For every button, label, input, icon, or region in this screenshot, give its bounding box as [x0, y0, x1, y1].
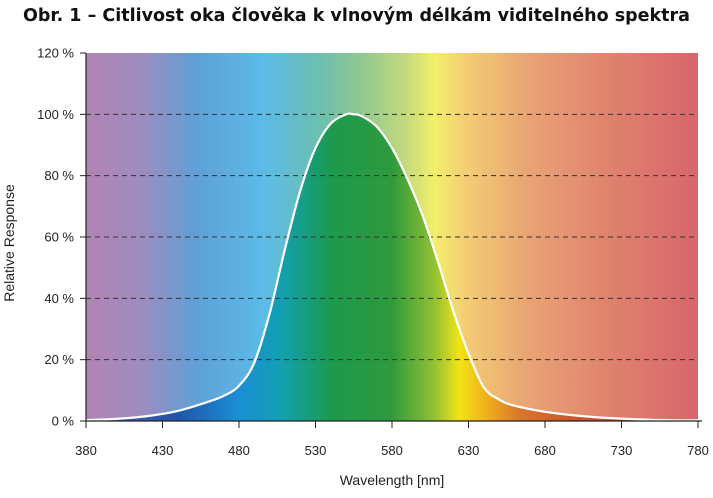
x-tick-label: 580: [381, 443, 403, 458]
y-axis-label: Relative Response: [1, 184, 17, 302]
y-tick-label: 80 %: [44, 168, 74, 183]
x-tick-label: 530: [305, 443, 327, 458]
y-axis-ticks: 0 % 20 % 40 % 60 % 80 % 100 % 120 %: [37, 46, 86, 429]
x-tick-label: 380: [75, 443, 97, 458]
y-tick-label: 120 %: [37, 46, 74, 61]
x-axis-label: Wavelength [nm]: [340, 472, 445, 488]
x-tick-label: 780: [687, 443, 709, 458]
y-tick-label: 100 %: [37, 107, 74, 122]
x-tick-label: 730: [611, 443, 633, 458]
y-tick-label: 40 %: [44, 291, 74, 306]
chart-title: Obr. 1 – Citlivost oka člověka k vlnovým…: [23, 6, 690, 26]
x-tick-label: 480: [228, 443, 250, 458]
y-tick-label: 20 %: [44, 352, 74, 367]
x-axis-ticks: 380 430 480 530 580 630 680 730 780: [75, 421, 709, 458]
grid-lines: [86, 113, 698, 361]
y-tick-label: 0 %: [52, 414, 75, 429]
y-tick-label: 60 %: [44, 230, 74, 245]
x-tick-label: 680: [534, 443, 556, 458]
response-curve: [85, 112, 699, 422]
x-tick-label: 630: [458, 443, 480, 458]
x-tick-label: 430: [152, 443, 174, 458]
